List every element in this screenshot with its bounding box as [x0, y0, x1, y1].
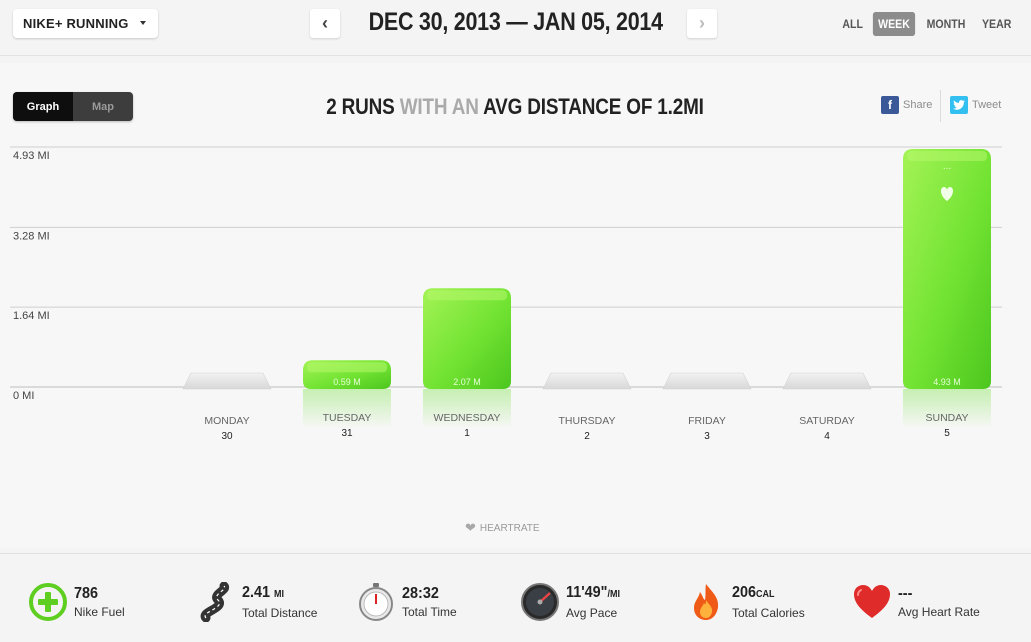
next-week-button[interactable]: › [687, 9, 717, 38]
empty-bar [662, 372, 752, 390]
y-tick-label: 0 MI [13, 390, 34, 402]
heartrate-toggle[interactable]: ❤ HEARTRATE [465, 520, 540, 536]
empty-bar [782, 372, 872, 390]
stat-total-distance-label: Total Distance [242, 605, 318, 620]
y-tick-label: 1.64 MI [13, 310, 50, 322]
stat-total-distance-value: 2.41 [242, 583, 271, 601]
speedometer-icon [520, 582, 560, 622]
date-label: 3 [704, 431, 710, 442]
distance-bar [903, 149, 991, 389]
activity-select[interactable]: NIKE+ RUNNING [13, 9, 158, 38]
stat-avg-pace-value: 11'49" [566, 583, 608, 601]
stat-avg-pace: 11'49"/MI Avg Pace [520, 582, 626, 622]
day-label: MONDAY [204, 415, 249, 427]
stats-bar: 786 Nike Fuel 2.41 MI Total Distance 28:… [0, 553, 1031, 642]
stat-total-calories-value: 206 [732, 583, 757, 601]
date-label: 31 [341, 428, 353, 439]
stat-total-distance-unit: MI [274, 588, 285, 600]
stat-avg-heart-rate: --- Avg Heart Rate [852, 582, 980, 622]
stat-avg-heart-rate-value: --- [898, 584, 913, 602]
period-tabs: ALL WEEK MONTH YEAR [835, 12, 1020, 36]
empty-bar [542, 372, 632, 390]
tab-all[interactable]: ALL [842, 17, 863, 31]
bar-top-highlight [307, 362, 387, 373]
stat-nike-fuel-label: Nike Fuel [74, 604, 125, 619]
date-label: 30 [221, 431, 233, 442]
runs-summary: 2 RUNS WITH AN AVG DISTANCE OF 1.2MI [322, 94, 709, 120]
fuel-plus-icon [28, 582, 68, 622]
tab-month[interactable]: MONTH [926, 17, 966, 31]
chevron-down-icon [140, 21, 146, 25]
heart-icon [940, 187, 954, 201]
stat-nike-fuel-value: 786 [74, 584, 99, 602]
previous-week-button[interactable]: ‹ [310, 9, 340, 38]
road-icon [196, 582, 236, 622]
y-tick-label: 3.28 MI [13, 230, 50, 242]
bar-value-label: 2.07 M [453, 377, 481, 387]
summary-avg: AVG DISTANCE OF 1.2MI [483, 94, 704, 119]
y-tick-label: 4.93 MI [13, 150, 50, 162]
stat-total-calories-label: Total Calories [732, 605, 805, 620]
stat-avg-pace-label: Avg Pace [566, 605, 618, 620]
stat-total-distance: 2.41 MI Total Distance [196, 582, 317, 622]
activity-card: 0 MI 1.64 MI 3.28 MI 4.93 MI MONDAY 30 0.59 M T… [0, 63, 1031, 548]
tab-year[interactable]: YEAR [982, 17, 1012, 31]
bar-top-highlight [907, 151, 987, 161]
stat-total-time-label: Total Time [402, 604, 457, 619]
stat-nike-fuel: 786 Nike Fuel [28, 582, 125, 622]
stopwatch-icon [356, 582, 396, 622]
twitter-share-label: Tweet [972, 99, 1002, 111]
share-divider [940, 90, 941, 122]
day-label: SUNDAY [926, 412, 969, 424]
heart-icon [852, 582, 892, 622]
twitter-icon [950, 96, 968, 114]
flame-icon [686, 582, 726, 622]
stat-total-time-value: 28:32 [402, 584, 439, 602]
stat-avg-heart-rate-label: Avg Heart Rate [898, 604, 980, 619]
twitter-share-button[interactable]: Tweet [950, 96, 1001, 114]
date-label: 2 [584, 431, 590, 442]
distance-bar [423, 288, 511, 389]
facebook-icon: f [881, 96, 899, 114]
day-label: TUESDAY [323, 412, 372, 424]
facebook-share-button[interactable]: f Share [881, 96, 932, 114]
day-label: FRIDAY [688, 415, 726, 427]
facebook-share-label: Share [903, 99, 933, 111]
map-view-button[interactable]: Map [92, 100, 114, 113]
day-label: SATURDAY [799, 415, 855, 427]
view-toggle: Graph Map [13, 92, 133, 121]
date-label: 5 [944, 428, 950, 439]
stat-total-calories-unit: CAL [756, 588, 775, 600]
bar-reflection [903, 389, 991, 429]
bar-reflection [423, 389, 511, 429]
stat-total-calories: 206CAL Total Calories [686, 582, 805, 622]
bar-value-label: 0.59 M [333, 377, 361, 387]
bar-menu-dots: ... [943, 161, 951, 172]
bar-top-highlight [427, 290, 507, 301]
tab-week[interactable]: WEEK [873, 12, 916, 36]
date-range-title: DEC 30, 2013 — JAN 05, 2014 [368, 8, 663, 36]
empty-bar [182, 372, 272, 390]
graph-view-button[interactable]: Graph [13, 92, 73, 121]
summary-runs: 2 RUNS [326, 94, 395, 119]
date-label: 4 [824, 431, 830, 442]
date-label: 1 [464, 428, 470, 439]
stat-avg-pace-unit: /MI [607, 588, 620, 600]
summary-with-an: WITH AN [399, 94, 479, 119]
stat-total-time: 28:32 Total Time [356, 582, 457, 622]
heartrate-label: HEARTRATE [479, 522, 540, 534]
day-label: WEDNESDAY [434, 412, 501, 424]
distance-chart: 0 MI 1.64 MI 3.28 MI 4.93 MI MONDAY 30 0.59 M T… [10, 146, 1002, 442]
top-bar: NIKE+ RUNNING ‹ DEC 30, 2013 — JAN 05, 2… [0, 0, 1031, 56]
day-label: THURSDAY [559, 415, 616, 427]
bar-reflection [303, 389, 391, 429]
heart-icon: ❤ [465, 520, 476, 535]
bar-value-label: 4.93 M [933, 377, 961, 387]
activity-select-value: NIKE+ RUNNING [23, 16, 129, 31]
